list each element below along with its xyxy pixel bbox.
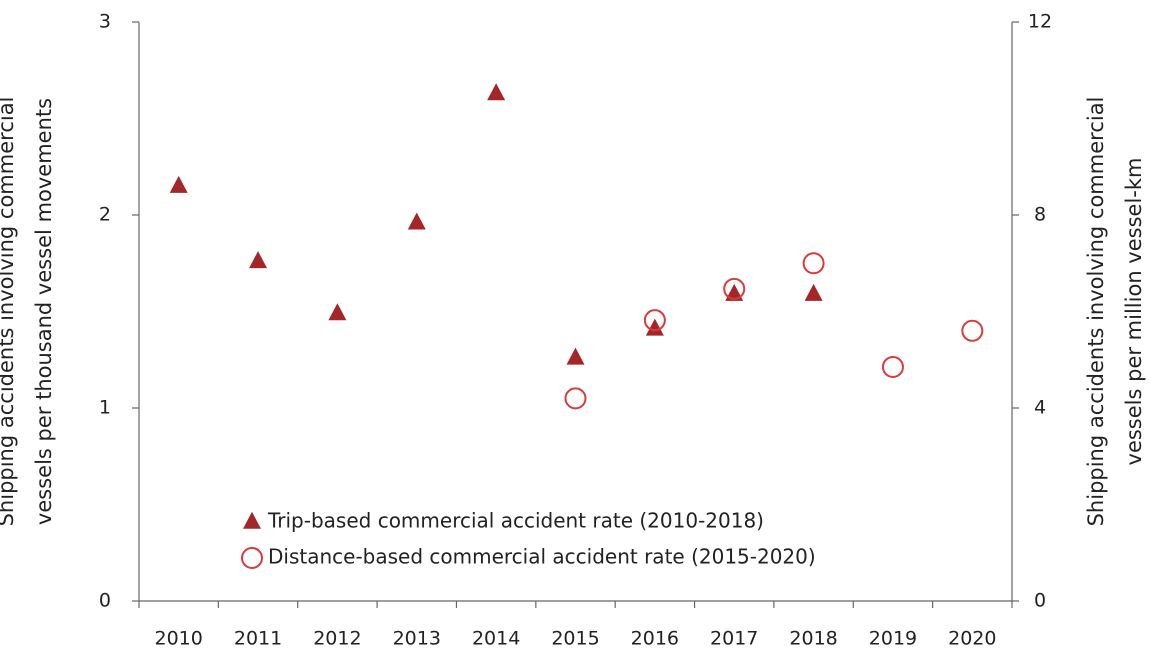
triangle-marker xyxy=(566,347,585,365)
y-axis-title: Shipping accidents involving commercial v… xyxy=(0,97,56,527)
x-tick-label: 2017 xyxy=(710,628,758,650)
y-tick-label: 1 xyxy=(99,397,111,419)
y-tick-label: 0 xyxy=(99,590,111,612)
y2-tick-label: 0 xyxy=(1034,590,1046,612)
x-tick-label: 2016 xyxy=(631,628,679,650)
x-tick-label: 2012 xyxy=(313,628,361,650)
y-axis-title-line: Shipping accidents involving commercial xyxy=(0,97,18,527)
x-tick-label: 2010 xyxy=(155,628,203,650)
x-tick-label: 2014 xyxy=(472,628,520,650)
x-tick-label: 2015 xyxy=(551,628,599,650)
circle-marker xyxy=(961,319,984,342)
triangle-marker xyxy=(328,303,347,321)
y-axis-title-line: vessels per thousand vessel movements xyxy=(32,98,56,525)
triangle-marker xyxy=(487,83,506,101)
x-tick-label: 2019 xyxy=(869,628,917,650)
triangle-marker xyxy=(645,318,664,336)
y2-tick-label: 12 xyxy=(1028,11,1052,33)
circle-marker xyxy=(802,252,825,275)
y2-tick-label: 4 xyxy=(1034,397,1046,419)
legend-marker xyxy=(243,511,261,529)
triangle-marker xyxy=(804,283,823,301)
circle-marker xyxy=(643,309,666,332)
circle-marker xyxy=(881,355,904,378)
triangle-marker xyxy=(407,212,426,230)
triangle-marker xyxy=(249,251,268,269)
legend-label: Trip-based commercial accident rate (201… xyxy=(267,509,764,533)
y-tick-label: 3 xyxy=(99,11,111,33)
y2-axis-title-line: vessels per million vessel-km xyxy=(1122,158,1146,466)
y2-tick-label: 8 xyxy=(1034,204,1046,226)
x-tick-label: 2013 xyxy=(393,628,441,650)
triangle-marker xyxy=(169,175,188,193)
legend-marker xyxy=(241,547,263,569)
x-tick-label: 2020 xyxy=(948,628,996,650)
x-tick-label: 2011 xyxy=(234,628,282,650)
y2-axis-title-line: Shipping accidents involving commercial xyxy=(1084,97,1108,527)
y2-axis-title: Shipping accidents involving commercial v… xyxy=(1084,97,1146,527)
circle-marker xyxy=(564,387,587,410)
x-tick-label: 2018 xyxy=(789,628,837,650)
y-tick-label: 2 xyxy=(99,204,111,226)
circle-marker xyxy=(723,277,746,300)
legend-label: Distance-based commercial accident rate … xyxy=(268,545,816,569)
